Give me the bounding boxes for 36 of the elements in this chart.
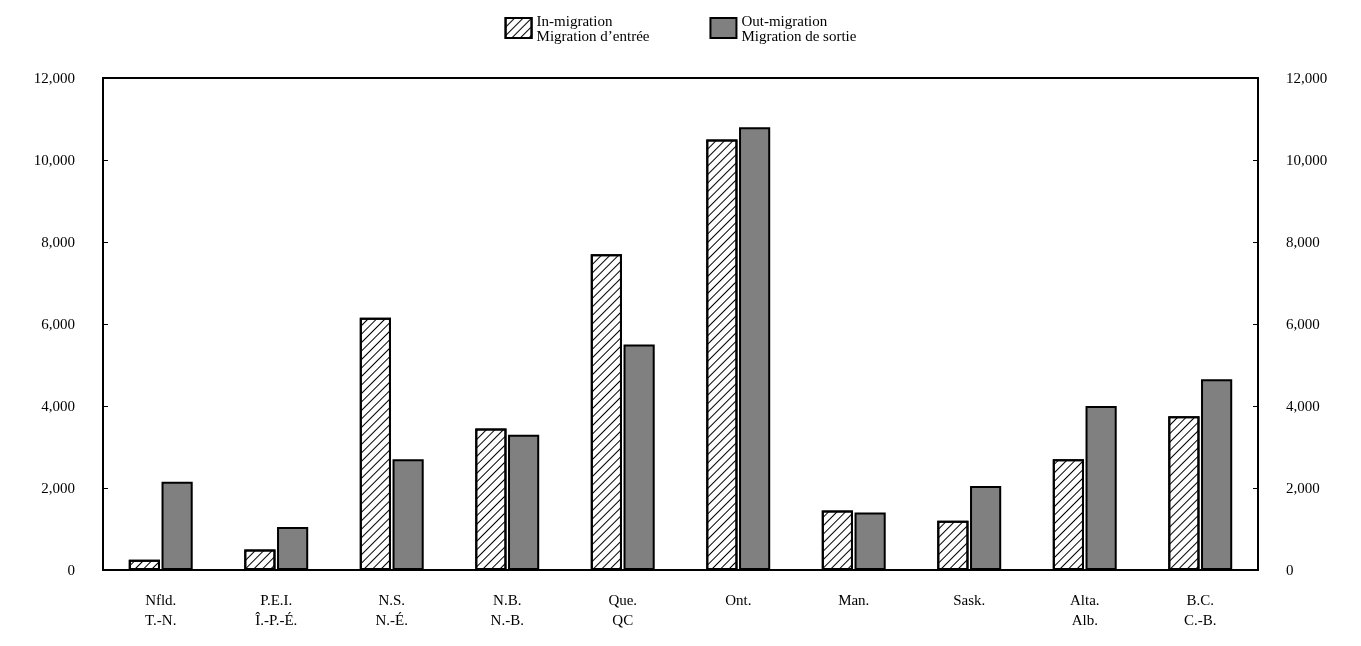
y2-tick-label: 4,000 — [1286, 398, 1320, 414]
x-tick-label: Ont. — [725, 592, 752, 608]
y2-tick-label: 6,000 — [1286, 316, 1320, 332]
y2-tick-label: 10,000 — [1286, 152, 1328, 168]
y-tick-label: 12,000 — [33, 70, 75, 86]
bar — [1201, 379, 1233, 570]
y2-tick-label: 0 — [1286, 562, 1294, 578]
x-tick-label: Man. — [838, 592, 870, 608]
x-tick-label: Que. QC — [608, 592, 638, 628]
y2-tick-label: 8,000 — [1286, 234, 1320, 250]
legend-label: Out-migration Migration de sortie — [741, 12, 857, 44]
y-tick-label: 0 — [67, 562, 75, 578]
bar — [623, 344, 655, 570]
bar — [739, 127, 771, 570]
y-tick-label: 10,000 — [33, 152, 75, 168]
bar — [277, 526, 309, 570]
bar — [970, 485, 1002, 570]
x-tick-label: Sask. — [953, 592, 986, 608]
y-tick-label: 8,000 — [41, 234, 75, 250]
x-tick-label: Alta. Alb. — [1069, 592, 1100, 628]
y2-tick-label: 2,000 — [1286, 480, 1320, 496]
bar — [161, 481, 193, 570]
x-tick-label: N.B. N.-B. — [490, 592, 524, 628]
x-tick-label: P.E.I. Î.-P.-É. — [255, 592, 298, 628]
y-tick-label: 6,000 — [41, 316, 75, 332]
x-tick-label: B.C. C.-B. — [1183, 592, 1217, 628]
bar — [392, 459, 424, 570]
x-tick-label: Nfld. T.-N. — [145, 592, 177, 628]
bar — [1085, 406, 1117, 570]
bar — [508, 434, 540, 570]
legend-label: In-migration Migration d’entrée — [536, 12, 650, 44]
y-tick-label: 2,000 — [41, 480, 75, 496]
y2-tick-label: 12,000 — [1286, 70, 1328, 86]
x-tick-label: N.S. N.-É. — [375, 592, 408, 628]
y-tick-label: 4,000 — [41, 398, 75, 414]
bar — [854, 512, 886, 570]
